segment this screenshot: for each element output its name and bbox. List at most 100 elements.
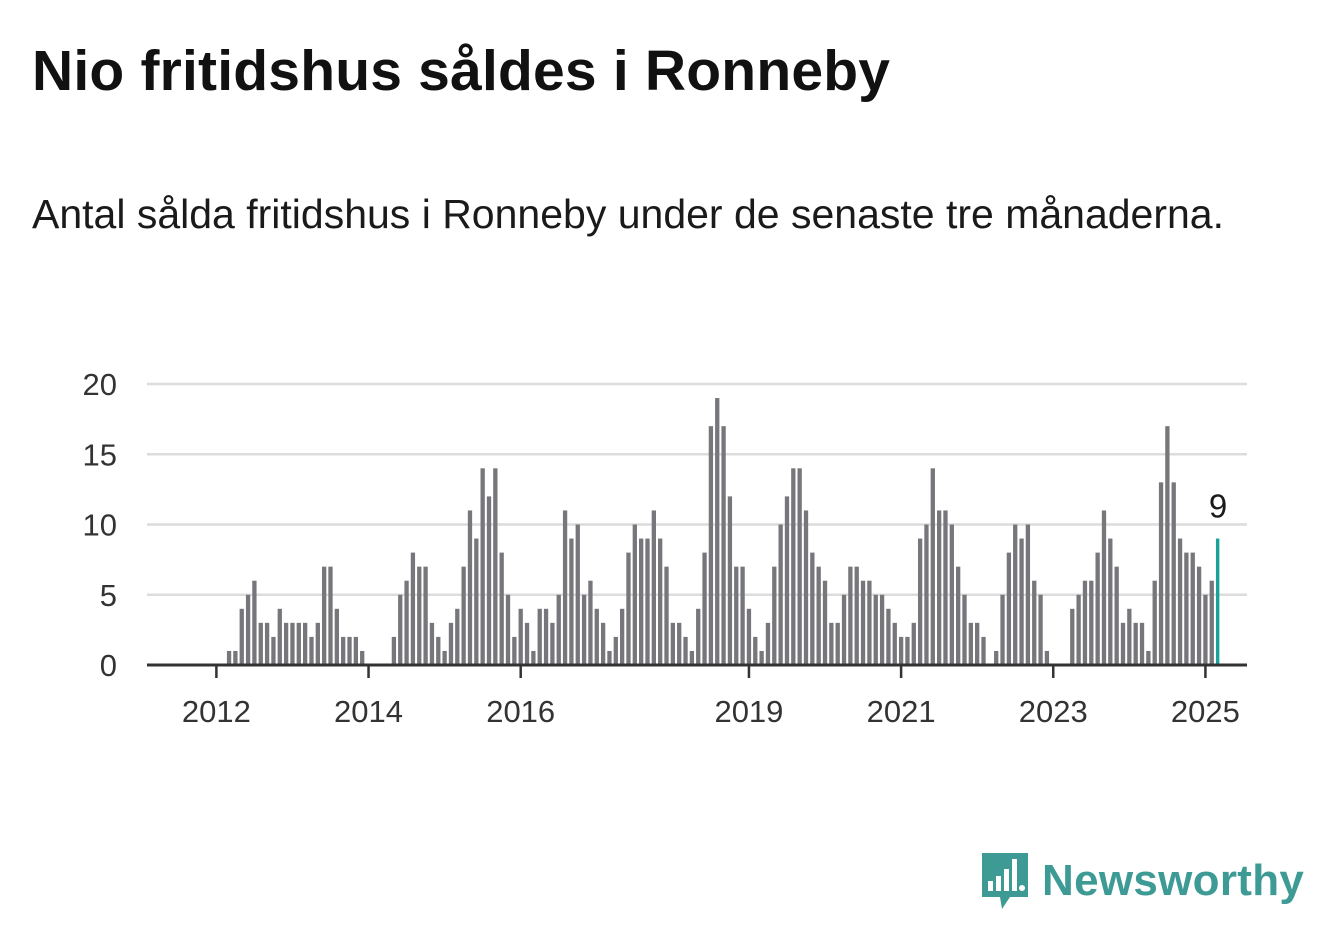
- bar: [461, 566, 466, 665]
- bar: [715, 398, 720, 665]
- bar: [239, 608, 244, 665]
- bar: [448, 622, 454, 665]
- bar: [315, 622, 320, 665]
- bar: [1127, 608, 1132, 665]
- bar: [753, 636, 758, 665]
- bar: [543, 608, 549, 665]
- bar: [1120, 622, 1126, 665]
- bar: [562, 510, 568, 665]
- bar: [867, 580, 872, 665]
- bar: [746, 608, 752, 665]
- bar: [854, 566, 859, 665]
- bar: [486, 496, 492, 665]
- brand-name: Newsworthy: [1042, 856, 1305, 905]
- bar: [677, 622, 682, 665]
- bar: [360, 650, 365, 665]
- bar: [1025, 524, 1031, 665]
- bar: [981, 636, 986, 665]
- bar: [1139, 622, 1145, 665]
- bar: [797, 468, 802, 665]
- bar-latest: [1215, 538, 1220, 665]
- bar: [499, 552, 504, 665]
- bar: [924, 524, 929, 665]
- bar: [1209, 580, 1214, 665]
- bar: [442, 650, 447, 665]
- bar: [347, 636, 352, 665]
- bar: [518, 608, 523, 665]
- bar: [252, 580, 257, 665]
- x-tick-label: 2012: [182, 694, 251, 729]
- bar: [550, 622, 555, 665]
- bar: [474, 538, 479, 665]
- bar: [689, 650, 695, 665]
- x-tick-label: 2016: [486, 694, 555, 729]
- bar: [835, 622, 840, 665]
- newsworthy-logo: Newsworthy: [980, 850, 1304, 912]
- bar: [619, 608, 625, 665]
- bar: [816, 566, 821, 665]
- bar: [879, 594, 885, 665]
- bar: [848, 566, 853, 665]
- x-tick-label: 2019: [714, 694, 783, 729]
- bar: [613, 636, 618, 665]
- bar: [886, 608, 891, 665]
- x-tick-label: 2023: [1019, 694, 1088, 729]
- bar: [1152, 580, 1157, 665]
- bar: [956, 566, 961, 665]
- bars: [226, 398, 1220, 665]
- bar: [398, 594, 403, 665]
- bar: [391, 636, 397, 665]
- bar: [334, 608, 339, 665]
- bar: [740, 566, 745, 665]
- bar: [772, 566, 777, 665]
- bar: [531, 650, 536, 665]
- y-tick-label: 15: [83, 437, 117, 472]
- bar: [898, 636, 904, 665]
- x-axis-ticks: 2012 2014 2016 2019 2021 2023 2025: [182, 665, 1240, 729]
- bar: [283, 622, 289, 665]
- bar: [417, 566, 422, 665]
- bar: [1158, 482, 1164, 665]
- data-labels: 9: [1209, 488, 1227, 525]
- bar: [594, 608, 599, 665]
- bar: [727, 496, 733, 665]
- bar: [1146, 650, 1151, 665]
- bar: [1095, 552, 1100, 665]
- bar: [296, 622, 301, 665]
- bar: [702, 552, 707, 665]
- x-tick-label: 2014: [334, 694, 403, 729]
- bar: [1000, 594, 1005, 665]
- bar: [341, 636, 346, 665]
- bar: [994, 650, 999, 665]
- bar: [911, 622, 916, 665]
- y-axis-ticks: 0 5 10 15 20: [83, 367, 117, 683]
- bar: [778, 524, 783, 665]
- bar: [588, 580, 593, 665]
- bar: [1076, 594, 1081, 665]
- bar: [1190, 552, 1195, 665]
- bar: [480, 468, 485, 665]
- bar: [975, 622, 980, 665]
- bar: [708, 426, 714, 665]
- bar: [1165, 426, 1170, 665]
- bar: [1038, 594, 1043, 665]
- bar: [1196, 566, 1202, 665]
- bar: [328, 566, 333, 665]
- bar: [626, 552, 631, 665]
- bar: [537, 608, 542, 665]
- bar: [353, 636, 359, 665]
- y-tick-label: 5: [100, 578, 117, 613]
- bar: [1133, 622, 1138, 665]
- bar: [721, 426, 726, 665]
- bar: [505, 594, 511, 665]
- bar: [860, 580, 866, 665]
- bar: [664, 566, 669, 665]
- latest-value-label: 9: [1209, 488, 1227, 525]
- bar: [226, 650, 232, 665]
- bar: [309, 636, 314, 665]
- bar: [873, 594, 878, 665]
- bar: [841, 594, 847, 665]
- bar: [784, 496, 790, 665]
- bar: [1006, 552, 1012, 665]
- bar: [410, 552, 416, 665]
